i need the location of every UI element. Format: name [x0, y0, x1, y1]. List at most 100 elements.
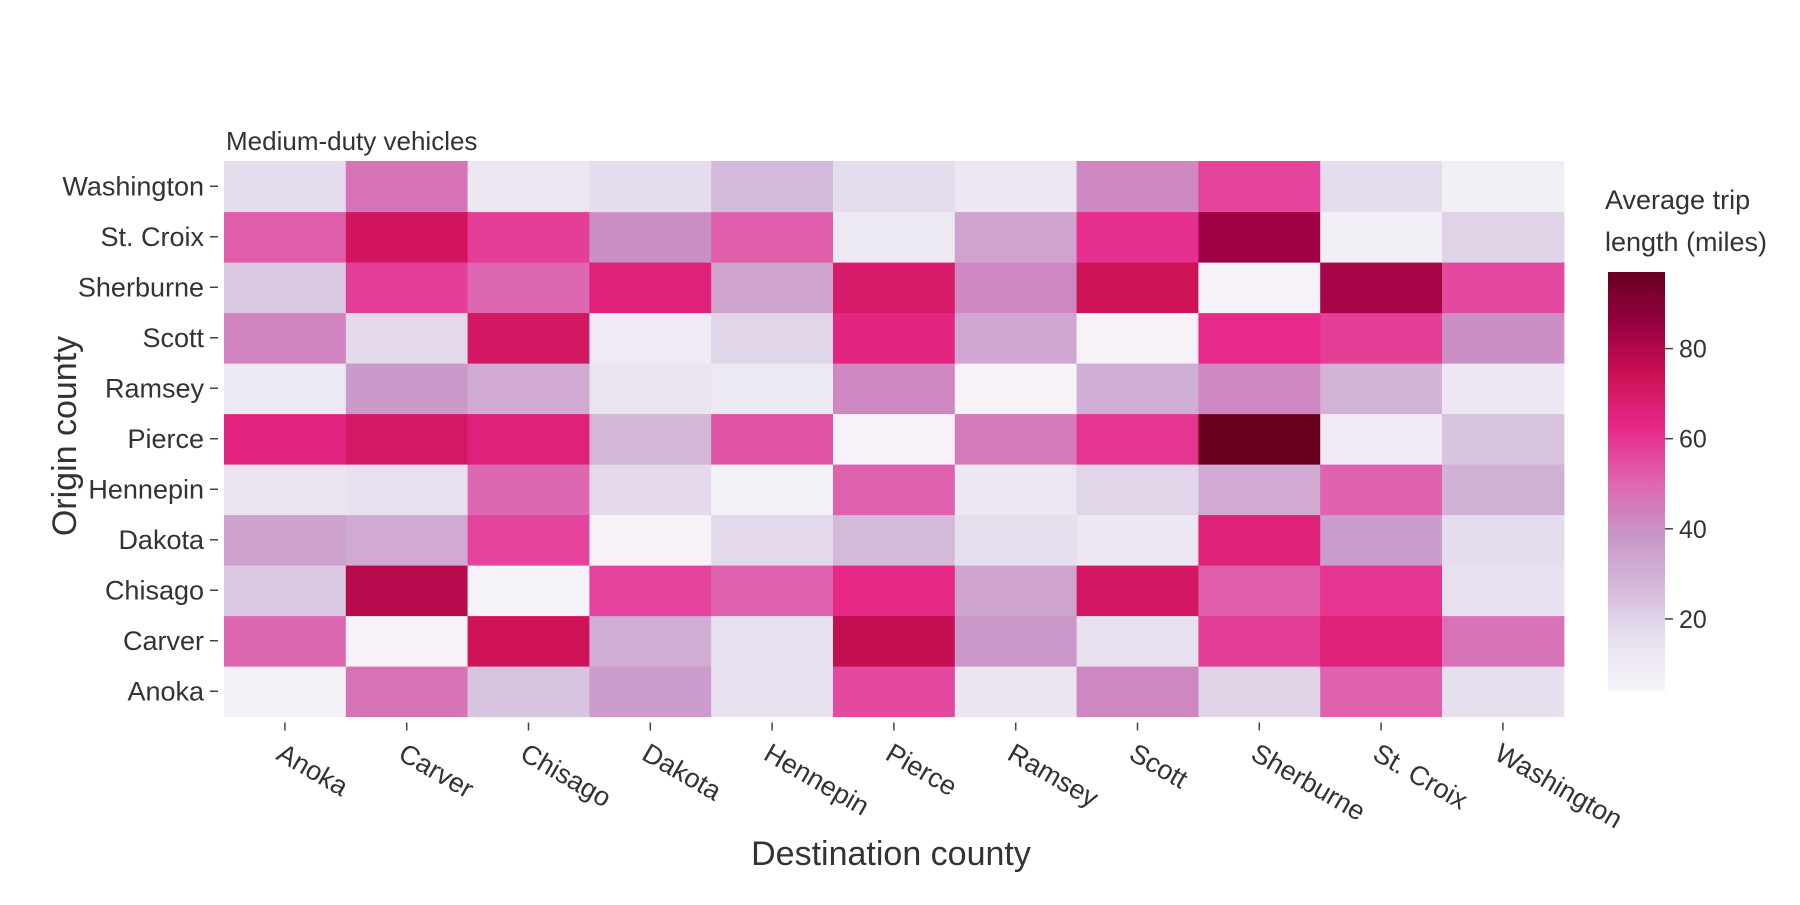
heatmap-cell: [1320, 262, 1443, 314]
heatmap-cell: [1076, 312, 1199, 364]
y-tick-label: Sherburne: [78, 272, 204, 302]
heatmap-cell: [345, 464, 469, 516]
heatmap-cell: [589, 615, 712, 667]
chart-title: Medium-duty vehicles: [226, 126, 477, 156]
colorbar-tick-label: 40: [1679, 516, 1707, 544]
heatmap-cell: [1442, 413, 1565, 465]
heatmap-cell: [1076, 514, 1199, 566]
heatmap-cell: [467, 262, 590, 314]
heatmap-cell: [224, 413, 347, 465]
heatmap-cell: [1320, 413, 1443, 465]
heatmap-cell: [954, 615, 1078, 667]
heatmap-cell: [1320, 615, 1443, 667]
y-tick-label: Chisago: [105, 575, 204, 605]
heatmap-cell: [589, 514, 712, 566]
colorbar-tick-label: 80: [1679, 336, 1707, 364]
heatmap-cell: [833, 565, 956, 617]
heatmap-cell: [1320, 312, 1443, 364]
y-axis: Anoka Carver Chisago Dakota Hennepin Pierce Ra…: [62, 171, 218, 706]
heatmap-cell: [345, 211, 469, 263]
heatmap-cell: [1320, 565, 1443, 617]
y-tick-label: Anoka: [127, 676, 205, 706]
heatmap-cell: [224, 312, 347, 364]
heatmap-cell: [1076, 363, 1199, 415]
y-tick-label: Hennepin: [88, 474, 204, 504]
heatmap-cell: [224, 262, 347, 314]
x-tick-label: St. Croix: [1368, 738, 1473, 816]
heatmap-cell: [1442, 312, 1565, 364]
x-tick-label: Sherburne: [1246, 738, 1370, 827]
heatmap-cell: [1442, 565, 1565, 617]
heatmap-cell: [589, 413, 712, 465]
heatmap-cell: [1076, 615, 1199, 667]
heatmap-cell: [1442, 161, 1565, 213]
heatmap-cell: [1320, 666, 1443, 718]
heatmap-cell: [1076, 666, 1199, 718]
colorbar-tick-label: 20: [1679, 606, 1707, 634]
y-tick-label: Washington: [62, 171, 204, 201]
heatmap-cell: [345, 363, 469, 415]
heatmap-cell: [954, 413, 1078, 465]
heatmap-cell: [711, 464, 834, 516]
heatmap-cell: [1442, 615, 1565, 667]
heatmap-cell: [467, 615, 590, 667]
heatmap-cell: [1198, 666, 1321, 718]
heatmap-cell: [1320, 464, 1443, 516]
heatmap-cell: [589, 211, 712, 263]
heatmap-cell: [345, 615, 469, 667]
heatmap-cell: [1320, 161, 1443, 213]
heatmap-cell: [1198, 161, 1321, 213]
x-tick-label: Pierce: [881, 738, 962, 802]
x-tick-label: Washington: [1490, 738, 1628, 835]
heatmap-cell: [1442, 262, 1565, 314]
heatmap-cell: [1198, 262, 1321, 314]
heatmap-cell: [224, 211, 347, 263]
heatmap-cell: [1076, 161, 1199, 213]
y-axis-title: Origin county: [46, 336, 84, 536]
heatmap-cell: [1198, 413, 1321, 465]
heatmap-cell: [1320, 363, 1443, 415]
heatmap-cell: [833, 615, 956, 667]
colorbar-gradient: [1608, 272, 1665, 691]
heatmap-cell: [833, 666, 956, 718]
heatmap-cell: [1076, 413, 1199, 465]
heatmap-cell: [1198, 312, 1321, 364]
heatmap-cell: [833, 211, 956, 263]
heatmap-cell: [224, 464, 347, 516]
heatmap-cell: [1442, 211, 1565, 263]
heatmap-cell: [1442, 363, 1565, 415]
heatmap-cell: [711, 413, 834, 465]
y-tick-label: Pierce: [127, 424, 204, 454]
heatmap-cell: [224, 565, 347, 617]
heatmap-cell: [711, 161, 834, 213]
heatmap-cell: [954, 464, 1078, 516]
x-tick-label: Chisago: [516, 738, 617, 814]
heatmap-cell: [589, 161, 712, 213]
heatmap-cell: [1076, 565, 1199, 617]
y-tick-label: Carver: [123, 626, 204, 656]
heatmap-cell: [954, 666, 1078, 718]
heatmap-cell: [467, 413, 590, 465]
y-tick-label: Dakota: [118, 525, 205, 555]
colorbar-label-line-1: Average trip: [1605, 185, 1750, 215]
heatmap-cell: [711, 615, 834, 667]
heatmap-cell: [1442, 514, 1565, 566]
heatmap-cell: [954, 161, 1078, 213]
heatmap-cell: [345, 161, 469, 213]
x-tick-label: Anoka: [272, 738, 354, 803]
heatmap-cell: [345, 565, 469, 617]
heatmap-cell: [467, 161, 590, 213]
heatmap-cell: [467, 565, 590, 617]
heatmap-cell: [1198, 514, 1321, 566]
x-tick-label: Hennepin: [759, 738, 874, 822]
heatmap-cell: [711, 666, 834, 718]
heatmap-cell: [224, 161, 347, 213]
colorbar-tick-label: 60: [1679, 426, 1707, 454]
heatmap-cell: [1076, 262, 1199, 314]
heatmap-cell: [954, 312, 1078, 364]
heatmap-cell: [467, 666, 590, 718]
heatmap-cell: [1442, 464, 1565, 516]
heatmap-cell: [589, 312, 712, 364]
x-tick-label: Dakota: [637, 738, 727, 807]
heatmap-cell: [954, 262, 1078, 314]
